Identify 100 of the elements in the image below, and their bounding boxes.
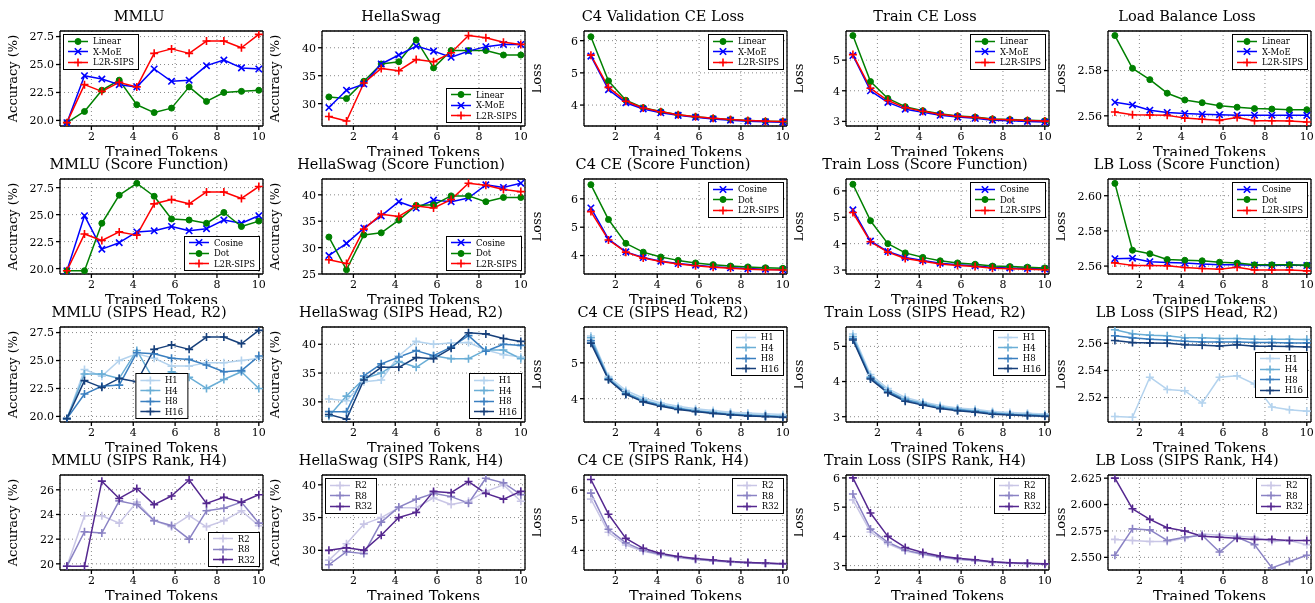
x-tick-label: 2	[87, 573, 95, 587]
chart-title: LB Loss (SIPS Head, R2)	[1094, 304, 1280, 321]
legend-label: R2	[355, 480, 367, 491]
x-tick-label: 6	[695, 129, 703, 143]
legend-label: R8	[355, 490, 367, 501]
x-tick-label: 2	[349, 129, 357, 143]
x-tick-label: 10	[1299, 573, 1314, 587]
y-tick-label: 26	[40, 483, 54, 497]
y-tick-label: 2.56	[1077, 259, 1102, 273]
legend-label: L2R-SIPS	[737, 57, 779, 68]
legend-label: H16	[1022, 363, 1041, 374]
y-tick-label: 40	[302, 478, 316, 492]
y-tick-label: 3	[833, 115, 840, 129]
x-tick-label: 2	[349, 425, 357, 439]
y-tick-label: 25.0	[29, 354, 54, 368]
x-tick-label: 10	[1299, 129, 1314, 143]
x-tick-label: 2	[873, 425, 881, 439]
x-tick-label: 2	[611, 425, 619, 439]
x-tick-label: 8	[999, 129, 1007, 143]
legend-label: R8	[1023, 490, 1036, 501]
x-tick-label: 4	[653, 277, 661, 291]
x-tick-label: 4	[915, 425, 923, 439]
y-tick-label: 5	[571, 221, 578, 235]
x-tick-label: 4	[915, 129, 923, 143]
x-tick-label: 10	[251, 573, 266, 587]
legend-label: H4	[164, 385, 178, 396]
x-tick-label: 6	[171, 129, 179, 143]
legend-label: H16	[498, 406, 517, 417]
y-tick-label: 40	[302, 338, 316, 352]
y-tick-label: 6	[571, 483, 578, 497]
x-tick-label: 6	[695, 425, 703, 439]
legend-label: H16	[760, 363, 779, 374]
chart-title: HellaSwag	[360, 8, 442, 25]
chart-title: Train Loss (Score Function)	[821, 156, 1029, 173]
chart-title: C4 CE (Score Function)	[574, 156, 752, 173]
y-tick-label: 20.0	[29, 262, 54, 276]
legend-label: H1	[1022, 332, 1036, 343]
x-tick-label: 6	[957, 425, 965, 439]
legend-label: Cosine	[475, 237, 506, 248]
x-tick-label: 2	[1135, 425, 1143, 439]
x-tick-label: 10	[1037, 129, 1052, 143]
y-tick-label: 6	[571, 192, 578, 206]
legend-label: Linear	[737, 36, 766, 47]
x-tick-label: 6	[171, 277, 179, 291]
x-tick-label: 6	[957, 129, 965, 143]
x-tick-label: 8	[999, 425, 1007, 439]
x-tick-label: 6	[1219, 425, 1227, 439]
legend-label: R8	[761, 490, 774, 501]
legend-label: H16	[1284, 385, 1303, 396]
x-tick-label: 4	[1177, 425, 1185, 439]
y-tick-label: 22.5	[29, 382, 54, 396]
legend-label: Cosine	[999, 184, 1030, 195]
legend-label: Cosine	[737, 184, 768, 195]
x-tick-label: 8	[475, 425, 483, 439]
y-tick-label: 2.58	[1077, 224, 1102, 238]
x-tick-label: 6	[957, 277, 965, 291]
x-tick-label: 2	[611, 129, 619, 143]
x-tick-label: 8	[213, 129, 221, 143]
legend-label: H4	[498, 385, 512, 396]
legend-label: Dot	[1261, 194, 1278, 205]
x-tick-label: 2	[87, 129, 95, 143]
legend-label: R32	[355, 501, 373, 512]
x-tick-label: 10	[1299, 425, 1314, 439]
y-tick-label: 4	[571, 249, 578, 263]
chart-title: LB Loss (Score Function)	[1092, 156, 1282, 173]
x-tick-label: 8	[1261, 425, 1269, 439]
x-tick-label: 6	[433, 129, 441, 143]
x-tick-label: 10	[1037, 573, 1052, 587]
y-tick-label: 30	[302, 97, 316, 111]
x-tick-label: 2	[349, 573, 357, 587]
legend-label: Cosine	[1261, 184, 1292, 195]
legend-label: H16	[164, 406, 184, 417]
y-tick-label: 22	[40, 533, 54, 547]
chart-title: MMLU (SIPS Head, R2)	[50, 304, 228, 321]
y-tick-label: 3	[833, 410, 840, 424]
legend-label: H4	[1284, 364, 1298, 375]
x-tick-label: 10	[775, 425, 790, 439]
chart-title: C4 CE (SIPS Rank, H4)	[576, 452, 750, 469]
legend-label: H4	[760, 342, 774, 353]
y-tick-label: 20.0	[29, 114, 54, 128]
y-tick-label: 2.60	[1077, 189, 1102, 203]
x-tick-label: 8	[1261, 129, 1269, 143]
legend-label: H1	[1284, 353, 1298, 364]
y-tick-label: 20.0	[29, 410, 54, 424]
chart-title: LB Loss (SIPS Rank, H4)	[1094, 452, 1280, 469]
y-tick-label: 25	[302, 267, 316, 281]
legend-label: H1	[760, 332, 774, 343]
y-tick-label: 5	[571, 514, 578, 528]
y-tick-label: 5	[833, 211, 840, 225]
x-tick-label: 6	[957, 573, 965, 587]
chart-title: MMLU (SIPS Rank, H4)	[50, 452, 228, 469]
x-tick-label: 8	[475, 277, 483, 291]
y-tick-label: 20	[40, 557, 54, 571]
chart-title: HellaSwag (SIPS Head, R2)	[298, 304, 504, 321]
legend-label: R32	[761, 501, 779, 512]
x-tick-label: 10	[513, 277, 528, 291]
x-tick-label: 4	[653, 573, 661, 587]
chart-title: MMLU	[112, 8, 166, 25]
legend-label: L2R-SIPS	[999, 205, 1041, 216]
y-tick-label: 6	[833, 471, 840, 485]
